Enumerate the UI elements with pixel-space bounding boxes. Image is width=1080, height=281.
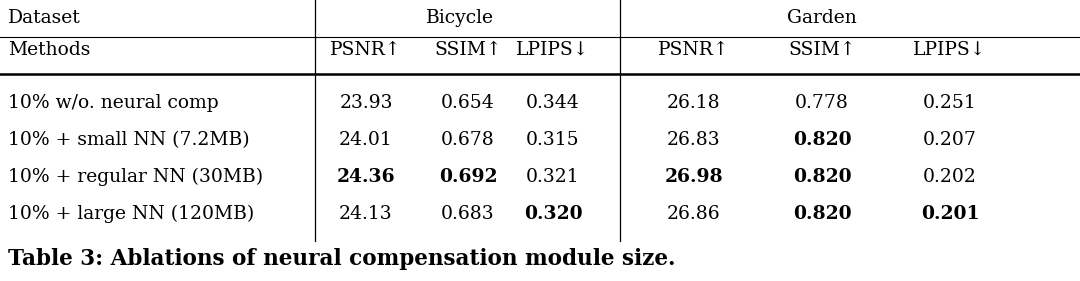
Text: 0.820: 0.820: [793, 131, 851, 149]
Text: 0.678: 0.678: [441, 131, 495, 149]
Text: 0.201: 0.201: [920, 205, 980, 223]
Text: 24.36: 24.36: [337, 168, 395, 186]
Text: Dataset: Dataset: [8, 9, 81, 27]
Text: PSNR↑: PSNR↑: [658, 41, 730, 59]
Text: SSIM↑: SSIM↑: [788, 41, 855, 59]
Text: 26.98: 26.98: [664, 168, 724, 186]
Text: 0.692: 0.692: [438, 168, 497, 186]
Text: 0.207: 0.207: [923, 131, 977, 149]
Text: 26.86: 26.86: [667, 205, 720, 223]
Text: 26.83: 26.83: [667, 131, 720, 149]
Text: 0.251: 0.251: [923, 94, 977, 112]
Text: 0.654: 0.654: [441, 94, 495, 112]
Text: 0.344: 0.344: [526, 94, 580, 112]
Text: 10% + small NN (7.2MB): 10% + small NN (7.2MB): [8, 131, 249, 149]
Text: 0.683: 0.683: [442, 205, 495, 223]
Text: PSNR↑: PSNR↑: [330, 41, 402, 59]
Text: 0.315: 0.315: [526, 131, 580, 149]
Text: Table 3: Ablations of neural compensation module size.: Table 3: Ablations of neural compensatio…: [8, 248, 675, 270]
Text: 23.93: 23.93: [339, 94, 393, 112]
Text: 0.321: 0.321: [526, 168, 580, 186]
Text: Methods: Methods: [8, 41, 91, 59]
Text: SSIM↑: SSIM↑: [434, 41, 502, 59]
Text: 0.820: 0.820: [793, 205, 851, 223]
Text: 0.778: 0.778: [795, 94, 849, 112]
Text: 10% + large NN (120MB): 10% + large NN (120MB): [8, 205, 254, 223]
Text: 10% w/o. neural comp: 10% w/o. neural comp: [8, 94, 219, 112]
Text: 26.18: 26.18: [667, 94, 720, 112]
Text: 24.01: 24.01: [339, 131, 393, 149]
Text: LPIPS↓: LPIPS↓: [914, 41, 987, 59]
Text: 0.202: 0.202: [923, 168, 977, 186]
Text: 10% + regular NN (30MB): 10% + regular NN (30MB): [8, 168, 264, 186]
Text: 0.320: 0.320: [524, 205, 582, 223]
Text: 24.13: 24.13: [339, 205, 393, 223]
Text: Garden: Garden: [787, 9, 856, 27]
Text: LPIPS↓: LPIPS↓: [516, 41, 590, 59]
Text: Bicycle: Bicycle: [426, 9, 494, 27]
Text: 0.820: 0.820: [793, 168, 851, 186]
